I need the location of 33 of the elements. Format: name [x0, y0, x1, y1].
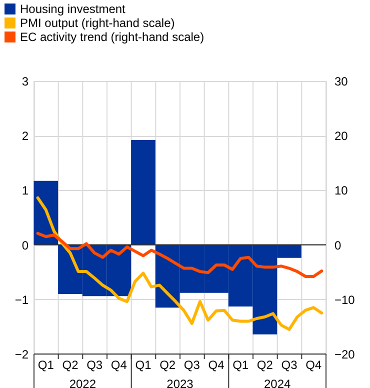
x-tick-label: Q4: [208, 358, 225, 372]
x-tick-label: Q3: [184, 358, 200, 372]
x-tick-label: Q2: [62, 358, 79, 372]
text: 2022: [69, 377, 96, 388]
y-tick-label: −2: [14, 348, 29, 362]
y-tick-label: 1: [22, 184, 29, 198]
x-tick-label: Q2: [160, 358, 176, 372]
line-series: [36, 196, 324, 331]
bar: [131, 140, 156, 245]
x-tick-label: Q1: [135, 358, 152, 372]
y-tick-label: 2: [22, 129, 29, 144]
y-tick-label: 0: [22, 238, 29, 252]
line-series: [36, 232, 324, 278]
x-tick-label: Q2: [256, 358, 274, 372]
x-tick-label: Q4: [110, 358, 128, 372]
x-tick-label: Q3: [281, 358, 298, 372]
y2-tick-label: 20: [334, 129, 348, 144]
x-tick-label: Q4: [306, 358, 322, 372]
y2-tick-label: 0: [334, 238, 342, 252]
y-tick-label: 3: [22, 74, 29, 88]
legend-label: Housing investment: [20, 2, 126, 16]
x-tick-label: Q1: [232, 358, 249, 372]
x-tick-label: Q1: [38, 358, 54, 372]
y2-tick-label: 10: [334, 184, 348, 198]
text: 2023: [166, 377, 194, 388]
legend-label: EC activity trend (right-hand scale): [20, 30, 204, 44]
y2-tick-label: 30: [334, 74, 348, 88]
y2-tick-label: −20: [334, 348, 356, 362]
legend-label: PMI output (right-hand scale): [20, 16, 175, 30]
y-tick-label: −1: [14, 292, 29, 307]
x-tick-label: Q3: [86, 358, 103, 372]
y2-tick-label: −10: [334, 292, 356, 307]
text: 2024: [264, 377, 292, 388]
